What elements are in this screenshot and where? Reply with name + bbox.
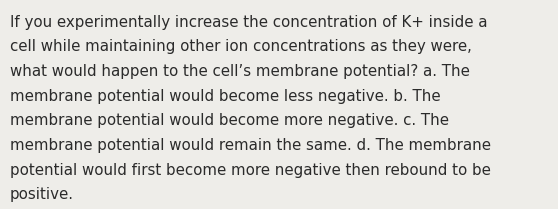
Text: membrane potential would become more negative. c. The: membrane potential would become more neg… (10, 113, 449, 128)
Text: potential would first become more negative then rebound to be: potential would first become more negati… (10, 163, 491, 178)
Text: membrane potential would become less negative. b. The: membrane potential would become less neg… (10, 89, 441, 104)
Text: If you experimentally increase the concentration of K+ inside a: If you experimentally increase the conce… (10, 15, 488, 30)
Text: what would happen to the cell’s membrane potential? a. The: what would happen to the cell’s membrane… (10, 64, 470, 79)
Text: cell while maintaining other ion concentrations as they were,: cell while maintaining other ion concent… (10, 39, 472, 54)
Text: positive.: positive. (10, 187, 74, 202)
Text: membrane potential would remain the same. d. The membrane: membrane potential would remain the same… (10, 138, 491, 153)
